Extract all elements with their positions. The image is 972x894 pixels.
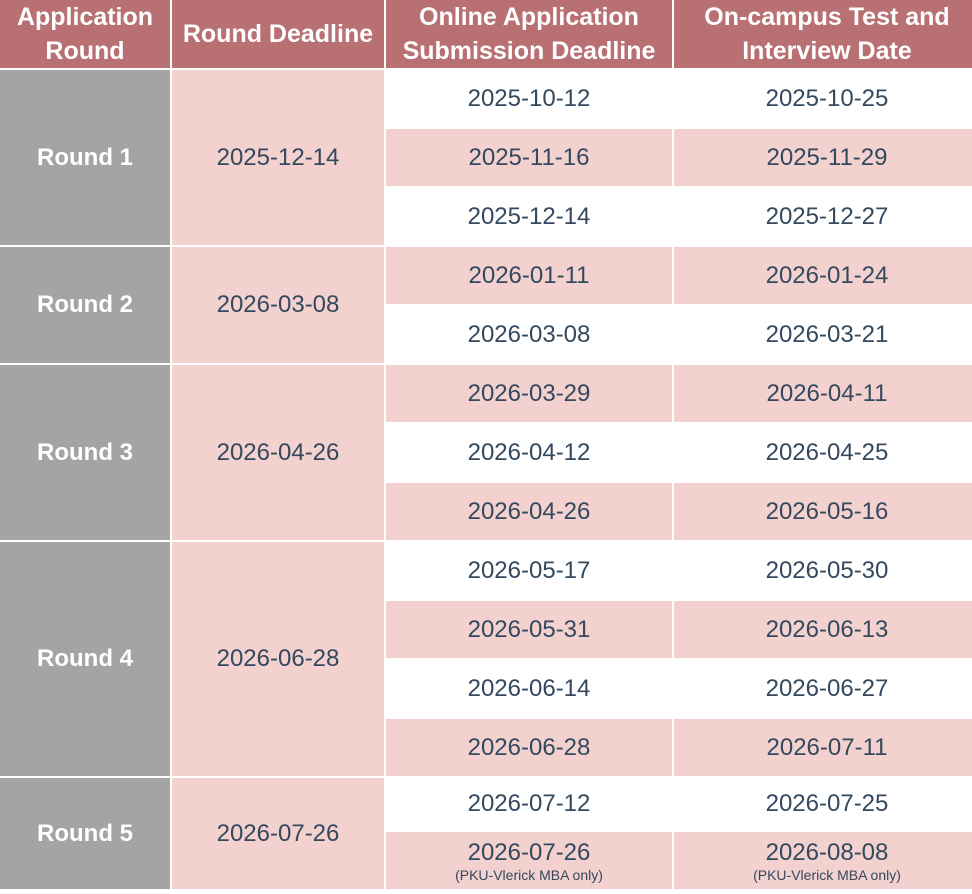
interview-date-cell: 2026-01-24	[674, 247, 972, 304]
interview-date-cell: 2026-04-25	[674, 424, 972, 481]
round-deadline: 2026-07-26	[172, 778, 384, 889]
submission-deadline-cell: 2026-07-12	[386, 778, 672, 830]
program-note: (PKU-Vlerick MBA only)	[753, 866, 901, 883]
round-deadline: 2026-03-08	[172, 247, 384, 363]
header-round-deadline: Round Deadline	[172, 0, 384, 68]
submission-deadline-cell: 2026-03-08	[386, 306, 672, 363]
interview-date-cell: 2026-04-11	[674, 365, 972, 422]
round-deadline: 2026-06-28	[172, 542, 384, 776]
program-note: (PKU-Vlerick MBA only)	[455, 866, 603, 883]
table-row: 2026-04-12 2026-04-25	[0, 424, 972, 481]
table-row: Round 1 2025-12-14 2025-10-12 2025-10-25	[0, 70, 972, 245]
table-row: Round 4 2026-06-28 2026-05-17 2026-05-30	[0, 542, 972, 776]
submission-deadline-cell: 2026-06-14	[386, 660, 672, 717]
round-label: Round 3	[0, 365, 170, 540]
interview-date-cell: 2026-05-16	[674, 483, 972, 540]
submission-deadline-cell: 2026-03-29	[386, 365, 672, 422]
round-label: Round 5	[0, 778, 170, 889]
interview-date-cell: 2026-06-27	[674, 660, 972, 717]
table-row: 2026-04-26 2026-05-16	[0, 483, 972, 540]
header-row: Application Round Round Deadline Online A…	[0, 0, 972, 68]
submission-deadline-cell: 2026-05-17	[386, 542, 672, 599]
table-row: 2026-06-28 2026-07-11	[0, 719, 972, 776]
interview-date-cell: 2026-07-11	[674, 719, 972, 776]
interview-date-cell: 2026-06-13	[674, 601, 972, 658]
table-row: 2026-03-08 2026-03-21	[0, 306, 972, 363]
table-row: 2026-06-14 2026-06-27	[0, 660, 972, 717]
submission-deadline-cell: 2026-06-28	[386, 719, 672, 776]
submission-deadline-cell: 2026-04-26	[386, 483, 672, 540]
table-row: 2025-12-14 2025-12-27	[0, 188, 972, 245]
submission-deadline-cell: 2025-12-14	[386, 188, 672, 245]
header-test-interview-date: On-campus Test and Interview Date	[674, 0, 972, 68]
interview-date-cell: 2026-07-25	[674, 778, 972, 830]
submission-deadline-cell: 2025-11-16	[386, 129, 672, 186]
table-row: Round 2 2026-03-08 2026-01-11 2026-01-24	[0, 247, 972, 363]
round-deadline: 2025-12-14	[172, 70, 384, 245]
submission-deadline-cell: 2025-10-12	[386, 70, 672, 127]
submission-deadline-cell: 2026-07-26 (PKU-Vlerick MBA only)	[386, 832, 672, 889]
interview-date-cell: 2026-03-21	[674, 306, 972, 363]
header-online-submission-deadline: Online Application Submission Deadline	[386, 0, 672, 68]
round-label: Round 1	[0, 70, 170, 245]
table-row: 2026-05-31 2026-06-13	[0, 601, 972, 658]
interview-date-cell: 2026-08-08 (PKU-Vlerick MBA only)	[674, 832, 972, 889]
interview-date: 2026-08-08	[765, 838, 889, 866]
table-row: 2026-07-26 (PKU-Vlerick MBA only) 2026-0…	[0, 832, 972, 889]
header-application-round: Application Round	[0, 0, 170, 68]
round-label: Round 4	[0, 542, 170, 776]
submission-deadline-cell: 2026-01-11	[386, 247, 672, 304]
submission-date: 2026-07-26	[467, 838, 591, 866]
interview-date-cell: 2025-11-29	[674, 129, 972, 186]
round-deadline: 2026-04-26	[172, 365, 384, 540]
interview-date-cell: 2026-05-30	[674, 542, 972, 599]
table-row: 2025-11-16 2025-11-29	[0, 129, 972, 186]
interview-date-cell: 2025-10-25	[674, 70, 972, 127]
table-row: Round 3 2026-04-26 2026-03-29 2026-04-11	[0, 365, 972, 540]
submission-deadline-cell: 2026-04-12	[386, 424, 672, 481]
interview-date-cell: 2025-12-27	[674, 188, 972, 245]
submission-deadline-cell: 2026-05-31	[386, 601, 672, 658]
round-label: Round 2	[0, 247, 170, 363]
table-row: Round 5 2026-07-26 2026-07-12 2026-07-25	[0, 778, 972, 889]
